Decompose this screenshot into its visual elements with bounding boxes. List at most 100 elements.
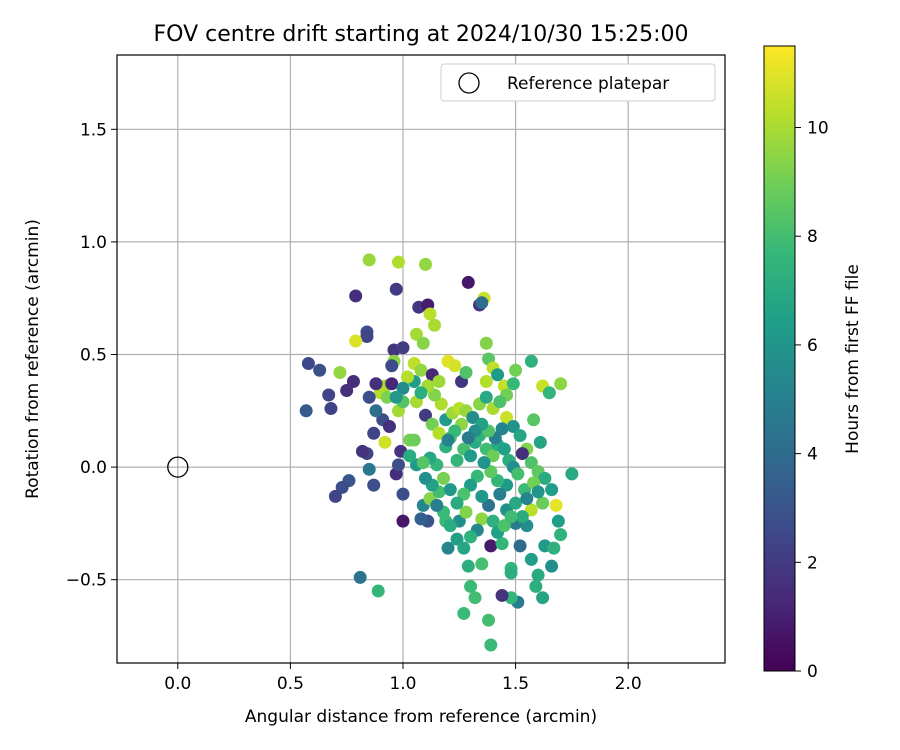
data-point: [464, 530, 478, 544]
data-point: [497, 442, 511, 456]
data-point: [484, 465, 498, 479]
data-point: [497, 519, 511, 533]
data-point: [464, 478, 478, 492]
data-point: [551, 514, 565, 528]
data-point: [391, 458, 405, 472]
data-point: [414, 512, 428, 526]
data-point: [340, 384, 354, 398]
data-point: [378, 435, 392, 449]
data-point: [513, 429, 527, 443]
data-point: [475, 296, 489, 310]
data-point: [450, 453, 464, 467]
colorbar-tick-label: 2: [807, 553, 818, 573]
data-point: [409, 327, 423, 341]
data-point: [545, 559, 559, 573]
data-point: [475, 489, 489, 503]
data-point: [443, 483, 457, 497]
y-tick-label: 1.5: [80, 120, 107, 140]
data-point: [407, 433, 421, 447]
data-point: [524, 552, 538, 566]
data-point: [396, 487, 410, 501]
data-point: [367, 426, 381, 440]
data-point: [527, 413, 541, 427]
data-point: [565, 467, 579, 481]
data-point: [495, 588, 509, 602]
data-point: [389, 282, 403, 296]
data-point: [464, 449, 478, 463]
colorbar: 0 2 4 6 8 10 Hours from first FF file: [763, 45, 863, 682]
data-point: [448, 424, 462, 438]
data-point: [493, 487, 507, 501]
data-point: [414, 386, 428, 400]
data-point: [484, 638, 498, 652]
data-point: [491, 474, 505, 488]
colorbar-ticks: 0 2 4 6 8 10: [795, 119, 829, 682]
chart-title: FOV centre drift starting at 2024/10/30 …: [154, 22, 689, 47]
data-point: [545, 483, 559, 497]
x-tick-label: 1.0: [389, 674, 416, 694]
data-point: [461, 559, 475, 573]
data-point: [403, 449, 417, 463]
colorbar-gradient: [763, 45, 796, 672]
data-point: [434, 397, 448, 411]
data-point: [349, 334, 363, 348]
data-point: [346, 375, 360, 389]
data-point: [385, 359, 399, 373]
colorbar-tick-label: 10: [807, 119, 829, 139]
data-point: [459, 366, 473, 380]
data-point: [324, 402, 338, 416]
data-point: [468, 591, 482, 605]
data-point: [464, 579, 478, 593]
data-point: [547, 541, 561, 555]
data-point: [504, 510, 518, 524]
data-point: [515, 447, 529, 461]
data-point: [419, 471, 433, 485]
x-tick-label: 0.0: [164, 674, 191, 694]
y-tick-label: 1.0: [80, 233, 107, 253]
data-point: [335, 480, 349, 494]
x-tick-label: 0.5: [277, 674, 304, 694]
data-point: [493, 395, 507, 409]
plot-frame: [116, 54, 726, 664]
data-point: [536, 591, 550, 605]
x-axis-label: Angular distance from reference (arcmin): [245, 707, 597, 727]
data-point: [506, 420, 520, 434]
reference-marker: [167, 456, 189, 478]
data-point: [486, 514, 500, 528]
data-point: [515, 510, 529, 524]
data-point: [479, 390, 493, 404]
data-point: [450, 532, 464, 546]
data-point: [396, 514, 410, 528]
legend-box: [440, 63, 716, 102]
data-point: [450, 496, 464, 510]
data-point: [495, 422, 509, 436]
data-point: [400, 370, 414, 384]
x-tick-label: 1.5: [502, 674, 529, 694]
x-tick-label: 2.0: [615, 674, 642, 694]
data-point: [441, 541, 455, 555]
x-axis-ticks: 0.0 0.5 1.0 1.5 2.0: [164, 663, 642, 694]
data-point: [531, 485, 545, 499]
data-point: [459, 505, 473, 519]
data-point: [333, 366, 347, 380]
data-point: [461, 275, 475, 289]
data-point: [419, 408, 433, 422]
data-point: [367, 478, 381, 492]
data-point: [533, 435, 547, 449]
data-point: [396, 341, 410, 355]
data-point: [301, 357, 315, 371]
data-point: [520, 492, 534, 506]
data-point: [531, 568, 545, 582]
data-point: [391, 255, 405, 269]
data-point: [371, 584, 385, 598]
data-point: [389, 390, 403, 404]
data-point: [509, 496, 523, 510]
data-point: [328, 489, 342, 503]
data-point: [423, 307, 437, 321]
data-point: [466, 411, 480, 425]
legend-reference-marker: [458, 72, 480, 94]
y-axis-label: Rotation from reference (arcmin): [23, 219, 43, 499]
data-point: [524, 503, 538, 517]
data-point: [475, 512, 489, 526]
